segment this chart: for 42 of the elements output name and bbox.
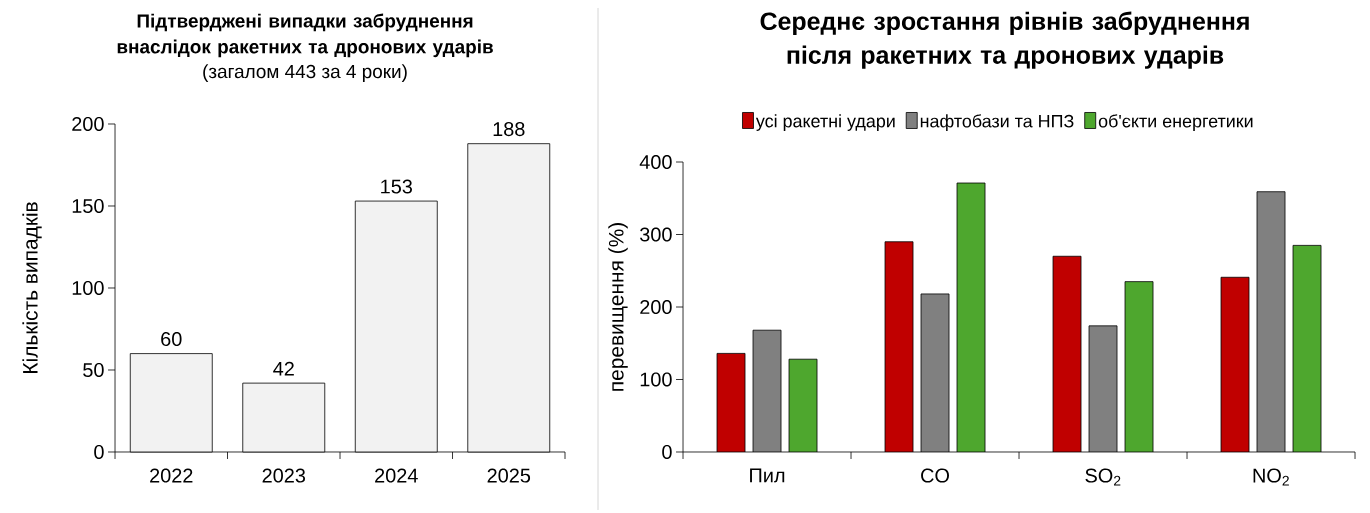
bar xyxy=(921,293,950,452)
bar xyxy=(789,359,818,452)
y-tick-label: 400 xyxy=(639,154,672,170)
x-tick-label: 2024 xyxy=(375,468,418,483)
x-tick-label: 2023 xyxy=(262,468,306,483)
data-label: 60 xyxy=(161,331,182,347)
x-tick-label: 2025 xyxy=(487,468,531,483)
x-tick-label: CO xyxy=(921,468,950,483)
bar xyxy=(717,353,746,452)
bar xyxy=(1256,191,1286,452)
legend-label: об'єкти енергетики xyxy=(1098,114,1253,132)
y-tick-label: 0 xyxy=(94,444,104,460)
bar xyxy=(1125,281,1154,452)
x-tick-label: Пил xyxy=(750,468,785,483)
data-label: 153 xyxy=(381,179,412,194)
bar xyxy=(1089,325,1118,452)
y-tick-label: 200 xyxy=(72,116,104,132)
chart-subtitle: (загалом 443 за 4 роки) xyxy=(203,64,407,82)
data-label: 42 xyxy=(273,361,294,376)
legend-label: усі ракетні удари xyxy=(755,114,895,131)
bar xyxy=(1292,244,1322,452)
y-tick-label: 100 xyxy=(72,280,104,296)
bar xyxy=(957,183,986,452)
y-axis-title: Кількість випадків xyxy=(22,202,42,373)
bar xyxy=(753,330,782,452)
y-axis-title: перевищення (%) xyxy=(608,223,628,391)
x-tick-label: SO$_{2}$ xyxy=(1085,468,1121,486)
chart-title: Підтверджені випадки забруднення внаслідок ракетних та дронових ударів xyxy=(117,13,493,58)
y-tick-label: 100 xyxy=(640,372,672,387)
data-label: 188 xyxy=(493,122,525,137)
y-tick-label: 300 xyxy=(640,227,672,242)
y-tick-label: 50 xyxy=(83,362,104,378)
y-tick-label: 150 xyxy=(72,198,104,214)
x-tick-label: 2022 xyxy=(150,468,193,483)
y-tick-label: 0 xyxy=(662,444,672,460)
y-tick-label: 200 xyxy=(640,299,672,315)
bar xyxy=(1220,276,1250,452)
chart-title: Середнє зростання рівнів забруднення після ракетних та дронових ударів xyxy=(760,11,1249,69)
x-tick-label: NO$_{2}$ xyxy=(1253,468,1289,486)
legend-label: нафтобази та НПЗ xyxy=(920,114,1074,132)
bar xyxy=(1053,256,1082,452)
bar xyxy=(885,241,914,452)
